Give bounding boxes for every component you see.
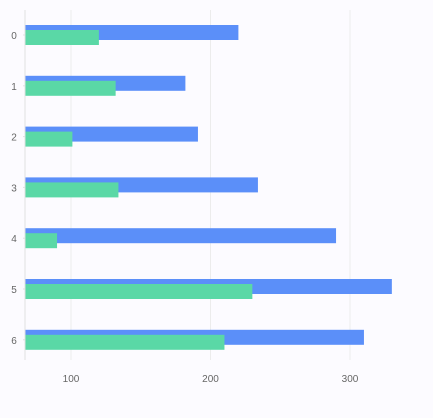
bars <box>23 25 392 350</box>
x-tick-label: 300 <box>342 374 359 385</box>
bar-series-2 <box>25 80 116 96</box>
y-tick-label: 3 <box>11 183 17 194</box>
y-tick-label: 2 <box>11 133 17 144</box>
x-tick-label: 200 <box>202 374 219 385</box>
x-tick-label: 100 <box>63 374 80 385</box>
bar-series-2 <box>25 334 225 350</box>
y-tick-label: 4 <box>11 234 17 245</box>
y-tick-label: 0 <box>11 31 17 42</box>
bar-series-2 <box>25 131 73 147</box>
x-tick-labels: 100 200 300 <box>63 374 359 385</box>
bar-series-2 <box>25 30 99 45</box>
y-tick-label: 1 <box>11 82 17 93</box>
y-tick-label: 6 <box>11 336 17 347</box>
bar-series-2 <box>25 182 119 198</box>
y-tick-labels: 0 1 2 3 4 5 6 <box>11 31 17 347</box>
bar-series-2 <box>25 233 58 249</box>
y-tick-label: 5 <box>11 285 17 296</box>
bar-series-2 <box>25 284 253 299</box>
bar-series-1 <box>25 228 337 244</box>
